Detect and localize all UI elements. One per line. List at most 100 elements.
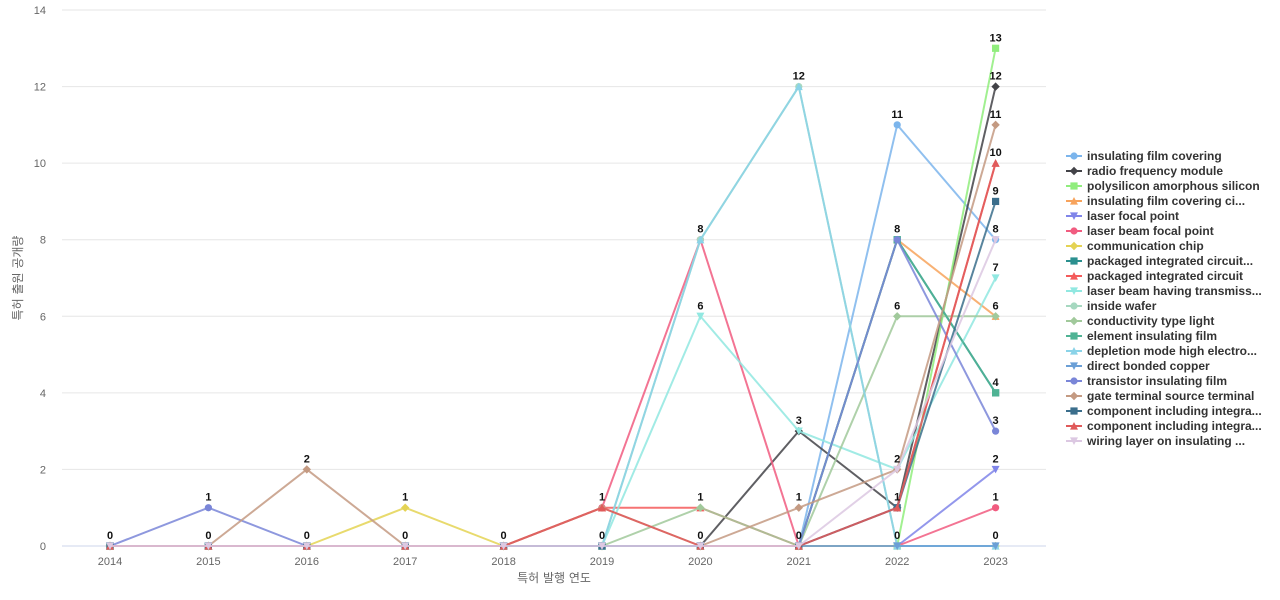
data-label-2023-2: 2: [993, 453, 999, 465]
legend-item-1[interactable]: insulating film covering: [1066, 149, 1222, 163]
data-label-2023-4: 4: [993, 377, 1000, 389]
x-tick-label-2015: 2015: [196, 556, 220, 568]
series-6-point-2023: [992, 504, 1000, 512]
legend-item-2[interactable]: radio frequency module: [1066, 164, 1223, 178]
legend-label-17: gate terminal source terminal: [1087, 389, 1254, 403]
legend-item-19[interactable]: component including integra...: [1066, 419, 1262, 433]
data-label-2023-13: 13: [989, 32, 1001, 44]
legend-item-5[interactable]: laser focal point: [1066, 209, 1179, 223]
legend-marker-8: [1070, 257, 1078, 265]
legend-item-13[interactable]: element insulating film: [1066, 329, 1217, 343]
series-10-point-2020: [696, 312, 705, 321]
x-tick-label-2020: 2020: [688, 556, 712, 568]
y-axis: 0 2 4 6 8 10 12 14: [34, 5, 46, 553]
y-axis-title: 특허 출원 공개량: [11, 236, 25, 321]
data-label-2020-6: 6: [697, 300, 703, 312]
legend-marker-11: [1070, 302, 1078, 310]
legend-marker-5: [1070, 212, 1078, 220]
data-label-2023-3: 3: [993, 415, 999, 427]
legend-item-18[interactable]: component including integra...: [1066, 404, 1262, 418]
legend-marker-17: [1069, 391, 1079, 401]
series-17-point-2023: [991, 120, 1000, 130]
data-label-2015-0: 0: [205, 530, 211, 542]
series-line-10: [110, 277, 997, 547]
legend-marker-13: [1070, 332, 1078, 340]
y-tick-label-0: 0: [40, 541, 46, 553]
data-label-2023-10: 10: [989, 147, 1001, 159]
series-20-point-2022: [893, 465, 902, 474]
legend-label-6: laser beam focal point: [1087, 224, 1214, 238]
data-label-2021-3: 3: [796, 415, 802, 427]
legend-label-16: transistor insulating film: [1087, 374, 1227, 388]
data-label-2022-2: 2: [894, 453, 900, 465]
series-20-point-2021: [794, 542, 803, 550]
x-tick-label-2019: 2019: [590, 556, 614, 568]
legend-label-19: component including integra...: [1087, 419, 1262, 433]
data-label-2023-0: 0: [993, 530, 999, 542]
data-label-2022-8: 8: [894, 224, 900, 236]
y-tick-label-2: 2: [40, 464, 46, 476]
series-line-3: [110, 48, 997, 547]
legend-label-8: packaged integrated circuit...: [1087, 254, 1253, 268]
x-tick-label-2014: 2014: [98, 556, 122, 568]
legend-item-6[interactable]: laser beam focal point: [1066, 224, 1214, 238]
legend-marker-4: [1070, 197, 1078, 205]
series-15-point-2022: [893, 542, 902, 550]
data-label-2022-1: 1: [894, 492, 900, 504]
legend-item-3[interactable]: polysilicon amorphous silicon: [1066, 179, 1260, 193]
legend-label-14: depletion mode high electro...: [1087, 344, 1257, 358]
legend-item-15[interactable]: direct bonded copper: [1066, 359, 1210, 373]
legend-item-8[interactable]: packaged integrated circuit...: [1066, 254, 1253, 268]
series-20-point-2015: [204, 542, 213, 550]
legend-item-4[interactable]: insulating film covering ci...: [1066, 194, 1245, 208]
series-3-point-2023: [992, 44, 1000, 52]
series-20-point-2020: [696, 542, 705, 550]
data-label-2017-0: 0: [402, 530, 408, 542]
series-12-point-2023: [991, 312, 1000, 321]
data-label-2022-6: 6: [894, 300, 900, 312]
data-label-2023-9: 9: [993, 185, 999, 197]
data-label-2023-8: 8: [993, 224, 999, 236]
data-label-2019-1: 1: [599, 492, 605, 504]
legend-label-7: communication chip: [1087, 239, 1204, 253]
legend-item-17[interactable]: gate terminal source terminal: [1066, 389, 1254, 403]
x-tick-label-2017: 2017: [393, 556, 417, 568]
legend-item-20[interactable]: wiring layer on insulating ...: [1066, 434, 1245, 448]
legend-item-12[interactable]: conductivity type light: [1066, 314, 1214, 328]
series-20-point-2017: [401, 542, 410, 550]
legend-item-11[interactable]: inside wafer: [1066, 299, 1157, 313]
data-label-2016-2: 2: [304, 453, 310, 465]
x-tick-label-2021: 2021: [787, 556, 811, 568]
legend-marker-12: [1069, 316, 1079, 326]
legend-item-9[interactable]: packaged integrated circuit: [1066, 269, 1243, 283]
series-12-point-2022: [893, 312, 902, 321]
legend-marker-19: [1070, 422, 1078, 430]
series-14-point-2020: [696, 235, 705, 244]
series-19-point-2019: [598, 503, 606, 512]
series-18: [106, 197, 1000, 550]
series-line-17: [110, 124, 997, 547]
legend-item-10[interactable]: laser beam having transmiss...: [1066, 284, 1262, 298]
series-10-point-2021: [794, 427, 803, 436]
legend-marker-2: [1069, 166, 1079, 176]
data-label-2023-12: 12: [989, 71, 1001, 83]
legend-label-10: laser beam having transmiss...: [1087, 284, 1262, 298]
data-label-2021-0: 0: [796, 530, 802, 542]
series-20-point-2019: [598, 542, 606, 550]
legend-item-14[interactable]: depletion mode high electro...: [1066, 344, 1257, 358]
series-19-point-2023: [991, 159, 1000, 167]
legend-item-7[interactable]: communication chip: [1066, 239, 1204, 253]
data-label-2023-6: 6: [993, 300, 999, 312]
y-tick-label-10: 10: [34, 158, 46, 170]
legend-label-13: element insulating film: [1087, 329, 1217, 343]
legend-item-16[interactable]: transistor insulating film: [1066, 374, 1227, 388]
legend-marker-3: [1070, 182, 1078, 190]
legend-label-11: inside wafer: [1087, 299, 1157, 313]
series-10-point-2023: [991, 274, 1000, 282]
series-line-19: [110, 162, 997, 547]
data-label-2020-0: 0: [697, 530, 703, 542]
series-7-point-2017: [401, 503, 410, 512]
